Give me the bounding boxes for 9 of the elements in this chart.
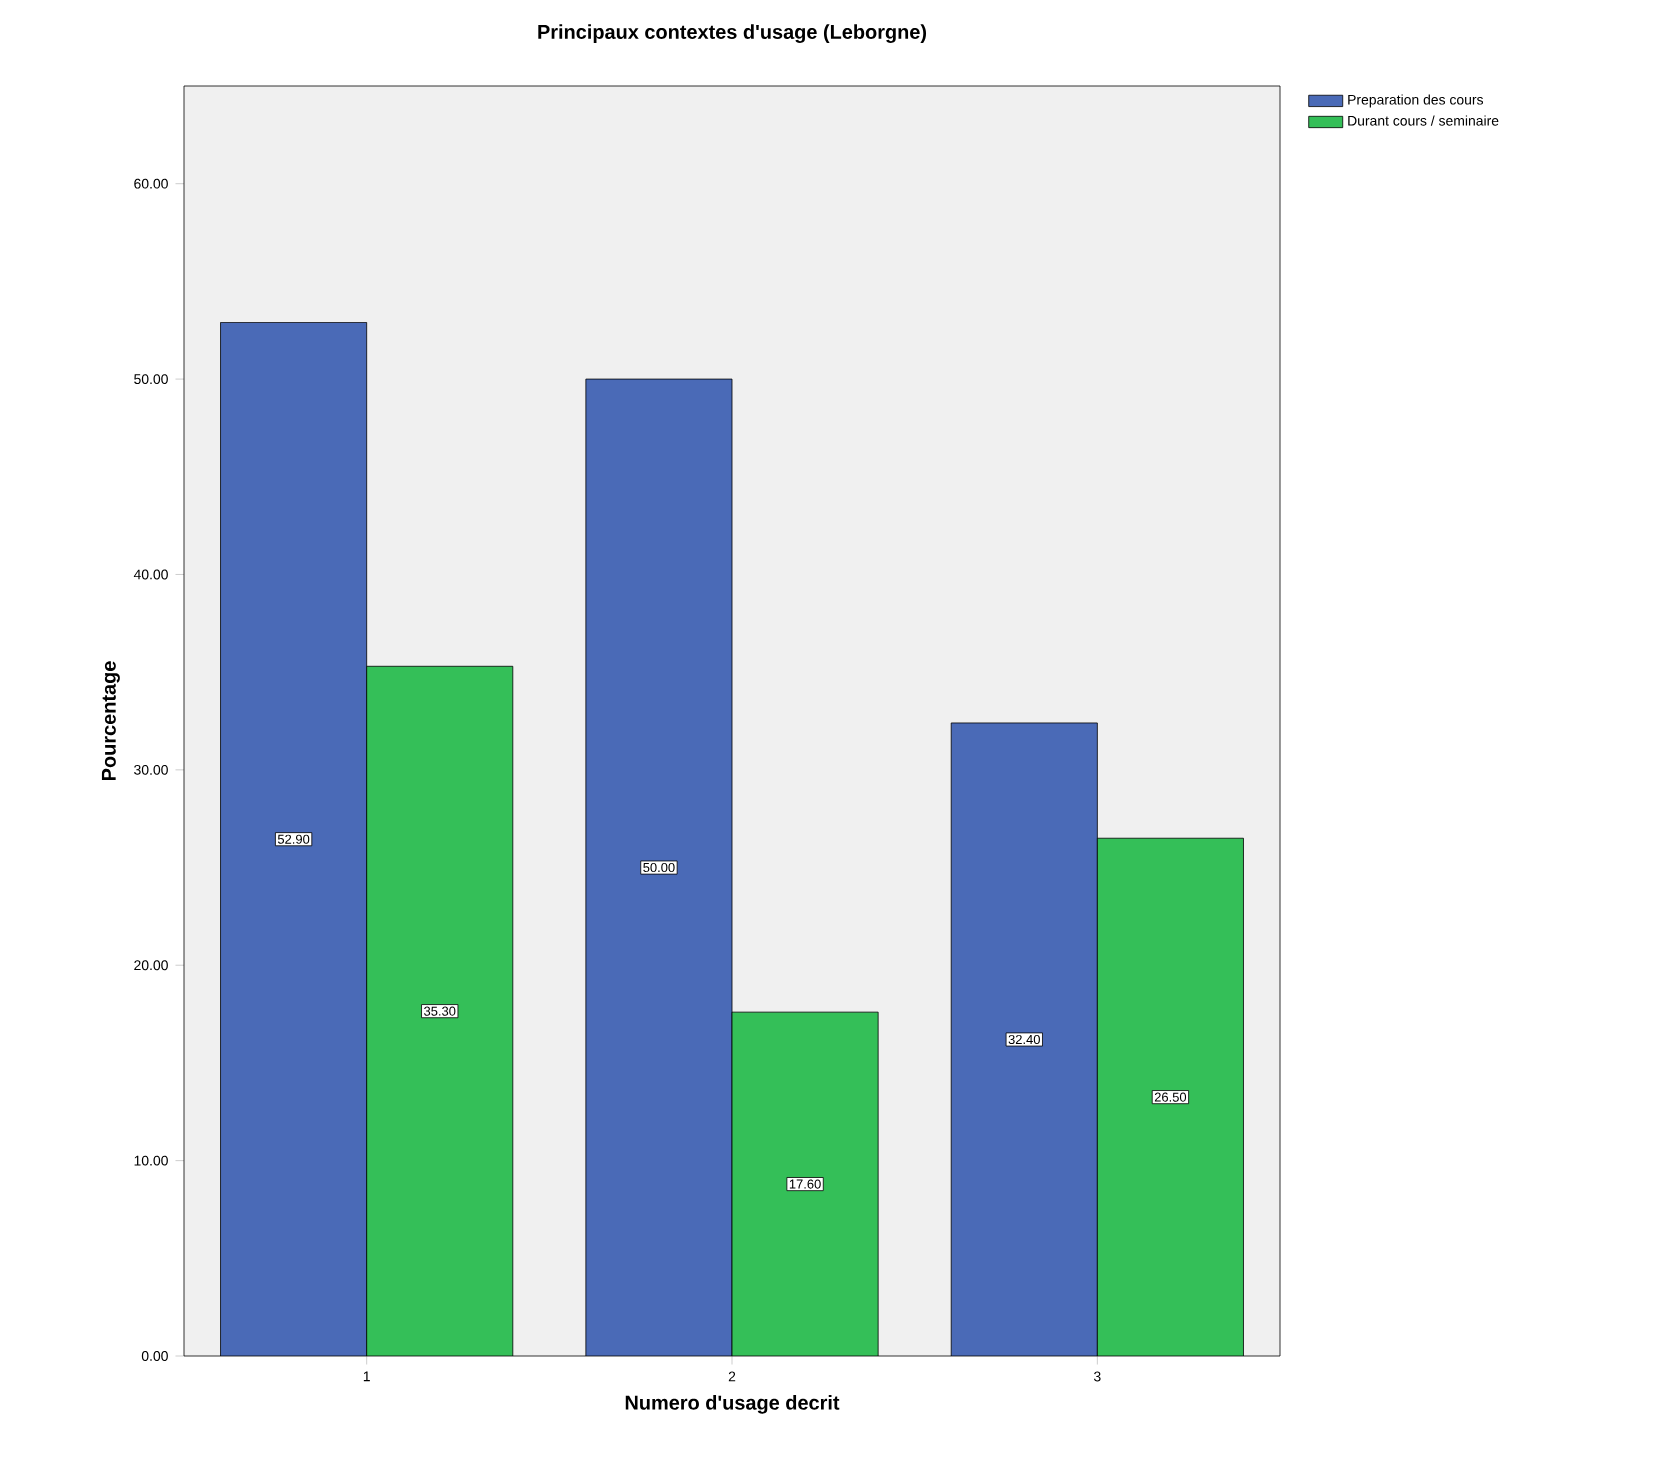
chart-title: Principaux contextes d'usage (Leborgne): [538, 24, 927, 43]
bar: [220, 322, 367, 1356]
bar: [366, 666, 513, 1356]
x-axis-title: Numero d'usage decrit: [625, 1395, 840, 1414]
y-axis-title: Pourcentage: [101, 661, 120, 780]
bar: [950, 722, 1098, 1356]
bar: [1096, 837, 1244, 1356]
bar: [585, 378, 733, 1356]
bar: [731, 1011, 879, 1356]
